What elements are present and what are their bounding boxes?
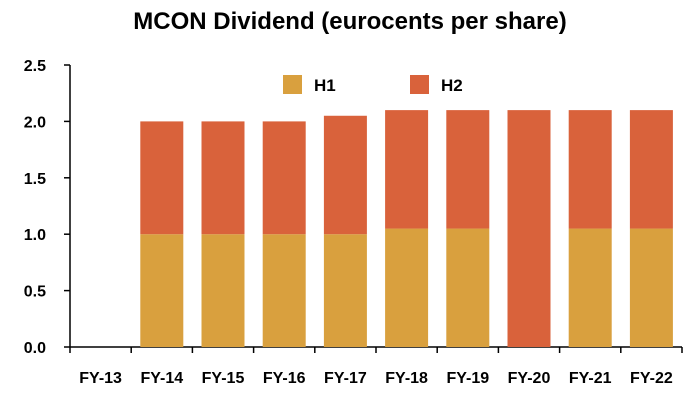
legend-swatch-h2	[410, 75, 429, 94]
bar-h2-fy-19	[446, 110, 490, 229]
bar-h2-fy-21	[568, 110, 612, 229]
plot-area: 0.0 0.5 1.0 1.5 2.0 2.5 FY-13 FY-14 FY-15 FY-16 FY…	[24, 58, 683, 387]
x-tick-label: FY-15	[202, 370, 245, 387]
chart-title: MCON Dividend (eurocents per share)	[133, 8, 567, 35]
bar-h2-fy-17	[323, 115, 367, 235]
bar-h2-fy-14	[140, 121, 184, 235]
x-tick-label: FY-14	[140, 370, 183, 387]
bar-h1-fy-16	[262, 234, 306, 347]
x-tick-label: FY-17	[324, 370, 367, 387]
bar-h2-fy-15	[201, 121, 245, 235]
bar-h2-fy-18	[385, 110, 429, 229]
bar-h1-fy-21	[568, 228, 612, 347]
bar-h1-fy-22	[629, 228, 673, 347]
bar-h1-fy-14	[140, 234, 184, 347]
y-tick-label: 2.5	[24, 58, 46, 75]
bar-h1-fy-19	[446, 228, 490, 347]
bar-h1-fy-18	[385, 228, 429, 347]
bar-h2-fy-20	[507, 110, 551, 348]
y-tick-label: 0.5	[24, 284, 46, 301]
x-tick-label: FY-13	[79, 370, 122, 387]
x-tick-label: FY-16	[263, 370, 306, 387]
x-tick-label: FY-19	[446, 370, 489, 387]
legend-label-h1: H1	[314, 76, 336, 95]
bar-h1-fy-15	[201, 234, 245, 347]
bar-h2-fy-22	[629, 110, 673, 229]
y-tick-label: 1.5	[24, 171, 46, 188]
legend-label-h2: H2	[441, 76, 463, 95]
x-tick-label: FY-21	[569, 370, 612, 387]
x-tick-label: FY-18	[385, 370, 428, 387]
y-tick-label: 2.0	[24, 114, 46, 131]
legend-swatch-h1	[283, 75, 302, 94]
y-tick-label: 1.0	[24, 227, 46, 244]
bar-h2-fy-16	[262, 121, 306, 235]
bar-h1-fy-17	[323, 234, 367, 347]
y-tick-label: 0.0	[24, 340, 46, 357]
x-tick-label: FY-22	[630, 370, 673, 387]
x-tick-label: FY-20	[508, 370, 551, 387]
